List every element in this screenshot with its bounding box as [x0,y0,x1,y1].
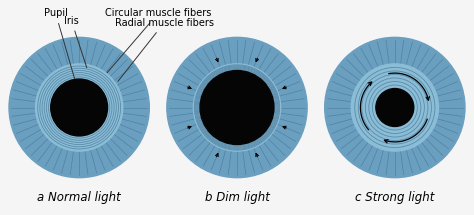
Text: Iris: Iris [64,15,87,68]
Ellipse shape [167,37,307,178]
Ellipse shape [51,79,108,136]
Text: a Normal light: a Normal light [37,190,121,204]
Text: b Dim light: b Dim light [205,190,269,204]
Text: Pupil: Pupil [44,8,74,79]
Ellipse shape [9,37,149,178]
Ellipse shape [351,64,438,151]
Ellipse shape [200,71,274,144]
Ellipse shape [376,89,414,126]
Text: Radial muscle fibers: Radial muscle fibers [115,18,214,81]
Text: c Strong light: c Strong light [355,190,435,204]
Ellipse shape [193,64,281,151]
Text: Circular muscle fibers: Circular muscle fibers [105,8,211,73]
Ellipse shape [325,37,465,178]
Ellipse shape [36,64,123,151]
